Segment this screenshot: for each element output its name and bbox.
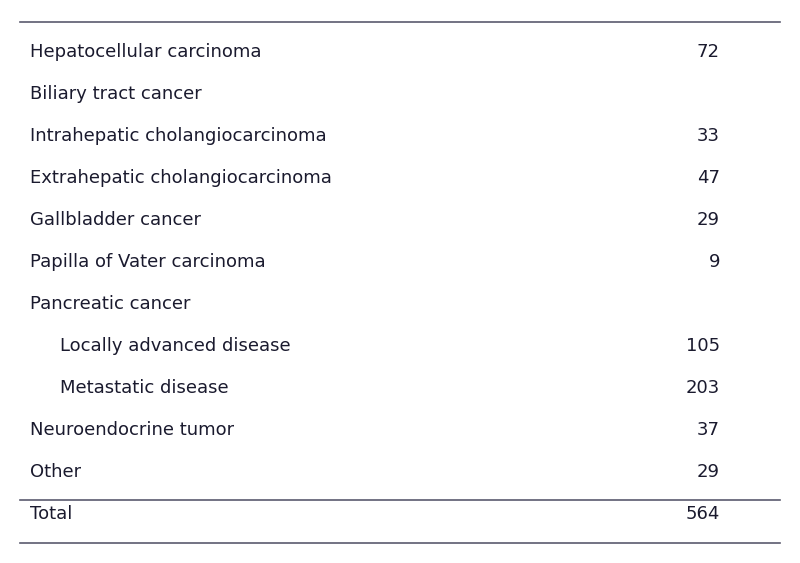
- Text: Pancreatic cancer: Pancreatic cancer: [30, 295, 190, 313]
- Text: 47: 47: [697, 169, 720, 187]
- Text: Neuroendocrine tumor: Neuroendocrine tumor: [30, 421, 234, 439]
- Text: Metastatic disease: Metastatic disease: [60, 379, 229, 397]
- Text: Gallbladder cancer: Gallbladder cancer: [30, 211, 201, 229]
- Text: Biliary tract cancer: Biliary tract cancer: [30, 85, 202, 103]
- Text: Locally advanced disease: Locally advanced disease: [60, 337, 290, 355]
- Text: Other: Other: [30, 463, 81, 481]
- Text: 33: 33: [697, 127, 720, 145]
- Text: 105: 105: [686, 337, 720, 355]
- Text: Total: Total: [30, 505, 72, 523]
- Text: 9: 9: [709, 253, 720, 271]
- Text: Papilla of Vater carcinoma: Papilla of Vater carcinoma: [30, 253, 266, 271]
- Text: 564: 564: [686, 505, 720, 523]
- Text: 203: 203: [686, 379, 720, 397]
- Text: Extrahepatic cholangiocarcinoma: Extrahepatic cholangiocarcinoma: [30, 169, 332, 187]
- Text: 72: 72: [697, 43, 720, 61]
- Text: 29: 29: [697, 463, 720, 481]
- Text: 37: 37: [697, 421, 720, 439]
- Text: Hepatocellular carcinoma: Hepatocellular carcinoma: [30, 43, 262, 61]
- Text: 29: 29: [697, 211, 720, 229]
- Text: Intrahepatic cholangiocarcinoma: Intrahepatic cholangiocarcinoma: [30, 127, 326, 145]
